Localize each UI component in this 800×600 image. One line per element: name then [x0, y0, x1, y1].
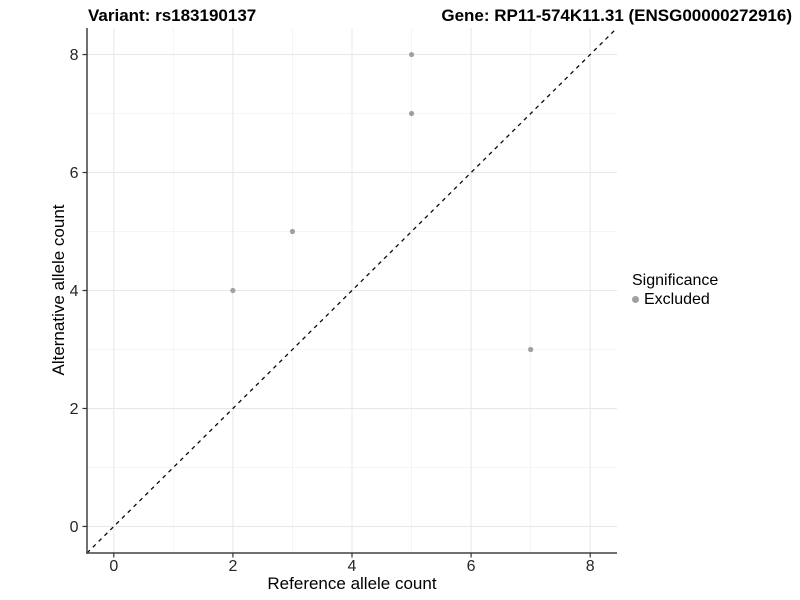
legend-item-excluded: Excluded [632, 290, 718, 309]
y-tick-label: 2 [70, 401, 79, 418]
gene-title: Gene: RP11-574K11.31 (ENSG00000272916) [441, 6, 792, 25]
legend-title: Significance [632, 272, 719, 289]
data-point [408, 110, 415, 117]
x-tick-label: 2 [228, 558, 237, 575]
x-axis-title: Reference allele count [267, 574, 437, 593]
y-axis-title: Alternative allele count [49, 204, 68, 376]
y-tick-label: 6 [70, 165, 79, 182]
data-point [289, 228, 296, 235]
y-tick-label: 8 [70, 47, 79, 64]
excluded-point-icon [632, 296, 639, 303]
data-point [408, 51, 415, 58]
x-tick-label: 8 [586, 558, 595, 575]
plot-panel: 0 2 4 6 8 0 2 4 6 8 [70, 27, 618, 575]
x-tick-label: 6 [467, 558, 476, 575]
data-point [528, 346, 534, 353]
plot-title-row: Variant: rs183190137 Gene: RP11-574K11.3… [88, 6, 792, 26]
data-point [230, 287, 236, 294]
x-tick-label: 0 [109, 558, 118, 575]
legend: Significance Excluded [632, 271, 718, 309]
identity-dashed-line [86, 27, 618, 554]
x-tick-label: 4 [348, 558, 357, 575]
y-tick-label: 4 [70, 283, 79, 300]
variant-title: Variant: rs183190137 [88, 6, 257, 25]
y-tick-label: 0 [70, 519, 79, 536]
legend-item-label: Excluded [644, 291, 710, 308]
